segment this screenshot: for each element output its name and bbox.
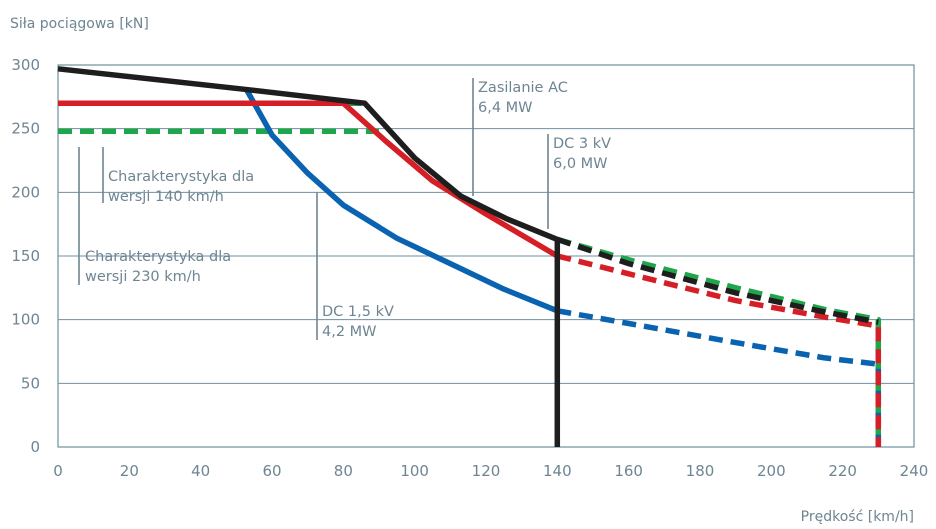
annotation-label: 6,4 MW (478, 100, 533, 116)
annotation-label: 6,0 MW (553, 156, 608, 172)
x-tick-label: 60 (262, 462, 281, 480)
annotation-label: DC 3 kV (553, 136, 611, 152)
x-tick-label: 240 (900, 462, 929, 480)
series-blue-dashed (556, 308, 882, 447)
annotations: Zasilanie AC 6,4 MW DC 3 kV 6,0 MW DC 1,5 kV… (78, 78, 611, 340)
y-tick-label: 0 (30, 438, 40, 456)
series-lines (57, 66, 882, 447)
x-tick-label: 200 (757, 462, 786, 480)
y-tick-label: 50 (21, 374, 40, 392)
annotation-label: Zasilanie AC (478, 80, 568, 96)
series-red-solid (58, 100, 559, 259)
y-tick-label: 250 (11, 120, 40, 138)
annotation-label: wersji 230 km/h (85, 269, 201, 285)
y-tick-label: 300 (11, 56, 40, 74)
x-tick-label: 40 (191, 462, 210, 480)
series-black-dashed (556, 236, 879, 325)
x-tick-label: 120 (472, 462, 501, 480)
y-tick-label: 150 (11, 247, 40, 265)
annotation-label: Charakterystyka dla (108, 169, 254, 185)
x-tick-label: 160 (614, 462, 643, 480)
series-blue-solid (244, 89, 559, 314)
tick-labels: 0 50 100 150 200 250 300 0 20 40 60 80 100 120 140 160 1… (11, 56, 928, 480)
x-axis-title: Prędkość [km/h] (801, 509, 914, 525)
annotation-label: DC 1,5 kV (322, 304, 394, 320)
x-tick-label: 100 (400, 462, 429, 480)
annotation-label: wersji 140 km/h (108, 189, 224, 205)
x-tick-label: 20 (120, 462, 139, 480)
x-tick-label: 140 (543, 462, 572, 480)
y-tick-label: 100 (11, 311, 40, 329)
series-red-dashed (556, 253, 882, 447)
series-black-solid (57, 66, 561, 447)
y-axis-title: Siła pociągowa [kN] (10, 16, 149, 32)
annotation-label: 4,2 MW (322, 324, 377, 340)
x-tick-label: 180 (686, 462, 715, 480)
annotation-label: Charakterystyka dla (85, 249, 231, 265)
x-tick-label: 80 (334, 462, 353, 480)
x-tick-label: 220 (828, 462, 857, 480)
y-tick-label: 200 (11, 183, 40, 201)
x-tick-label: 0 (53, 462, 63, 480)
